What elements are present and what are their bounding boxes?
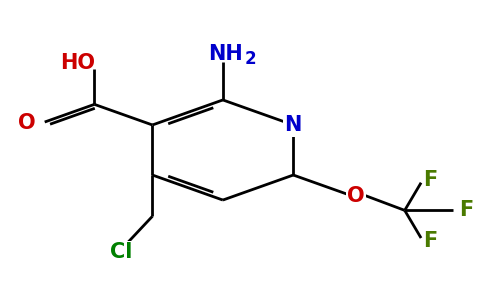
Text: NH: NH: [208, 44, 242, 64]
Text: O: O: [18, 113, 35, 134]
Text: F: F: [424, 170, 438, 190]
Text: F: F: [424, 231, 438, 251]
Text: HO: HO: [60, 52, 95, 73]
Text: N: N: [285, 115, 302, 135]
Text: Cl: Cl: [110, 242, 133, 262]
Text: O: O: [347, 186, 364, 206]
Text: F: F: [459, 200, 473, 220]
Text: 2: 2: [244, 50, 256, 68]
